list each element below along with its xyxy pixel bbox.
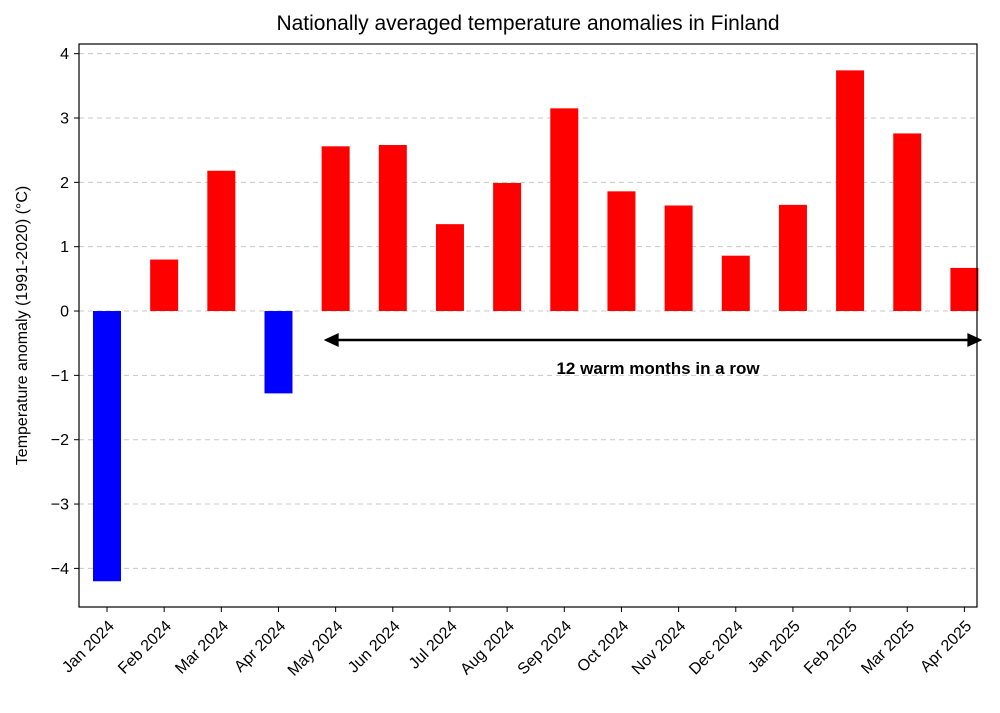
chart-title: Nationally averaged temperature anomalie…	[276, 12, 779, 35]
y-tick-label: 0	[60, 304, 69, 321]
x-tick-label: Jan 2025	[745, 618, 804, 677]
y-tick-label: 1	[60, 239, 69, 256]
annotation-text: 12 warm months in a row	[556, 359, 760, 378]
x-tick-label: Feb 2025	[801, 618, 861, 678]
bar-mar-2025	[893, 133, 922, 312]
bar-sep-2024	[550, 108, 579, 312]
bar-jul-2024	[435, 224, 464, 312]
x-tick-label: May 2024	[285, 618, 347, 680]
y-tick-label: −2	[51, 432, 69, 449]
arrow-head-right-icon	[967, 332, 983, 347]
bar-feb-2024	[150, 259, 179, 312]
bar-jan-2025	[778, 204, 807, 312]
bar-jan-2024	[93, 311, 121, 582]
x-tick-label: Nov 2024	[629, 618, 690, 679]
y-tick-label: −1	[51, 368, 69, 385]
x-tick-label: Jan 2024	[59, 618, 118, 677]
bar-feb-2025	[836, 70, 865, 312]
y-axis-label: Temperature anomaly (1991-2020) (°C)	[14, 186, 31, 465]
x-tick-label: Mar 2024	[172, 618, 232, 678]
bars	[93, 70, 979, 582]
x-tick-label: Aug 2024	[457, 618, 518, 679]
y-axis: −4 −3 −2 −1 0 1 2 3 4	[51, 46, 79, 578]
grid-lines	[79, 53, 977, 569]
plot-frame	[78, 43, 978, 608]
bar-jun-2024	[378, 145, 407, 312]
bar-aug-2024	[493, 182, 522, 312]
x-tick-label: Feb 2024	[115, 618, 175, 678]
bar-may-2024	[321, 146, 350, 312]
bar-oct-2024	[607, 191, 636, 312]
y-tick-label: −3	[51, 497, 69, 514]
y-tick-label: −4	[51, 561, 69, 578]
x-tick-label: Apr 2025	[917, 618, 975, 676]
x-tick-label: Jul 2024	[406, 618, 461, 673]
y-tick-label: 2	[60, 175, 69, 192]
bar-nov-2024	[664, 205, 693, 312]
y-tick-label: 4	[60, 46, 69, 63]
bar-dec-2024	[721, 255, 750, 312]
x-tick-label: Mar 2025	[858, 618, 918, 678]
y-tick-label: 3	[60, 110, 69, 127]
x-tick-label: Sep 2024	[515, 618, 576, 679]
x-tick-label: Jun 2024	[345, 618, 404, 677]
x-tick-label: Apr 2024	[231, 618, 289, 676]
x-tick-label: Dec 2024	[686, 618, 747, 679]
annotation: 12 warm months in a row	[323, 332, 983, 378]
arrow-head-left-icon	[323, 332, 339, 347]
x-tick-label: Oct 2024	[574, 618, 632, 676]
bar-apr-2025	[950, 267, 979, 312]
bar-mar-2024	[207, 170, 236, 312]
bar-apr-2024	[264, 311, 293, 394]
